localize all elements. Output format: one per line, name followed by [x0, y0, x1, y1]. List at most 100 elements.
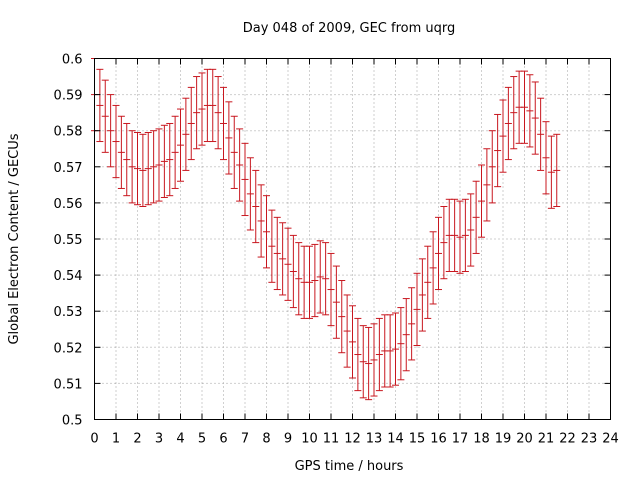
error-bar [182, 97, 190, 171]
x-tick-label: 13 [366, 432, 383, 447]
error-bar [101, 79, 109, 153]
y-axis: 0.5 0.51 0.52 0.53 0.54 0.55 0.56 0.57 0.58 0.59 0… [54, 53, 611, 429]
error-bar [241, 142, 249, 217]
error-bar [413, 272, 421, 346]
error-bar [488, 130, 496, 204]
y-tick-label: 0.54 [54, 269, 83, 284]
error-bar [117, 115, 125, 189]
x-tick-label: 15 [409, 432, 426, 447]
y-axis-label: Global Electron Content / GECUs [7, 133, 22, 344]
y-tick-label: 0.51 [54, 377, 83, 392]
error-bar [440, 206, 448, 280]
x-tick-label: 18 [473, 432, 490, 447]
y-tick-label: 0.59 [54, 89, 83, 104]
x-tick-label: 17 [452, 432, 469, 447]
error-bar [435, 216, 442, 291]
error-bar [392, 312, 399, 386]
error-bar [155, 128, 163, 202]
error-bar [322, 242, 330, 316]
x-tick-label: 11 [323, 432, 340, 447]
x-tick-label: 9 [284, 432, 292, 447]
x-tick-label: 0 [90, 432, 98, 447]
error-bar [553, 133, 561, 208]
error-bar [257, 184, 265, 258]
error-bar [134, 132, 141, 206]
error-bar [273, 216, 281, 291]
error-bar [284, 227, 292, 301]
x-tick-label: 23 [581, 432, 598, 447]
error-bar [246, 157, 254, 231]
error-bar [236, 128, 244, 202]
error-bar [354, 317, 362, 392]
error-bar [494, 113, 502, 188]
error-bar [397, 307, 405, 381]
x-axis-label: GPS time / hours [295, 459, 404, 474]
x-tick-label: 8 [262, 432, 270, 447]
x-tick-label: 19 [495, 432, 512, 447]
y-tick-label: 0.5 [62, 414, 83, 429]
error-bar [343, 294, 351, 368]
error-bar [467, 193, 475, 267]
error-bar [461, 198, 469, 272]
error-bar [504, 86, 512, 161]
error-bar [418, 258, 426, 332]
error-bar [279, 222, 287, 296]
x-tick-label: 7 [241, 432, 249, 447]
error-bar [531, 81, 539, 155]
error-bar [220, 86, 227, 161]
x-tick-label: 1 [112, 432, 120, 447]
error-bar [225, 101, 233, 175]
error-bar [96, 68, 104, 143]
error-bar [359, 325, 367, 399]
error-bar [160, 124, 168, 198]
error-bar [150, 130, 158, 204]
chart-title: Day 048 of 2009, GEC from uqrg [243, 21, 456, 36]
error-bar [349, 305, 356, 379]
error-bar [198, 72, 206, 146]
x-tick-label: 24 [602, 432, 619, 447]
error-bar [408, 287, 416, 361]
error-bar [295, 242, 303, 316]
y-tick-label: 0.53 [54, 305, 83, 320]
error-bar [526, 74, 534, 148]
x-tick-label: 6 [219, 432, 227, 447]
error-bar [209, 68, 217, 143]
error-bar [123, 122, 131, 197]
x-tick-label: 14 [387, 432, 404, 447]
x-tick-label: 10 [301, 432, 318, 447]
x-axis: 0 1 2 3 4 5 6 7 8 9 10 11 12 13 14 15 16 17 18 19 20 21 22 23 24 [90, 58, 619, 447]
x-tick-label: 16 [430, 432, 447, 447]
error-bar [456, 200, 464, 274]
error-bar [214, 76, 222, 150]
error-bar [107, 94, 115, 168]
error-bar [370, 323, 378, 397]
error-bar [128, 130, 136, 204]
y-tick-label: 0.52 [54, 341, 83, 356]
error-bar [171, 115, 179, 189]
error-bar [375, 317, 383, 392]
error-bar [252, 169, 260, 244]
error-bar [193, 76, 201, 150]
error-bar [521, 70, 528, 144]
error-bar [316, 240, 324, 314]
error-bar [144, 132, 152, 206]
y-tick-label: 0.55 [54, 233, 83, 248]
data-series [91, 58, 561, 401]
error-bar [365, 326, 373, 401]
error-bar [306, 245, 313, 319]
x-tick-label: 12 [344, 432, 361, 447]
error-bar [424, 245, 432, 319]
error-bar [327, 252, 335, 327]
x-tick-label: 2 [133, 432, 141, 447]
error-bar [139, 133, 147, 208]
x-tick-label: 5 [198, 432, 206, 447]
error-bar [542, 121, 550, 195]
y-tick-label: 0.56 [54, 197, 83, 212]
error-bar [451, 198, 459, 272]
x-tick-label: 22 [559, 432, 576, 447]
error-bar [289, 234, 297, 309]
error-bar [478, 164, 485, 238]
error-bar [187, 86, 195, 161]
error-bar [472, 180, 480, 254]
